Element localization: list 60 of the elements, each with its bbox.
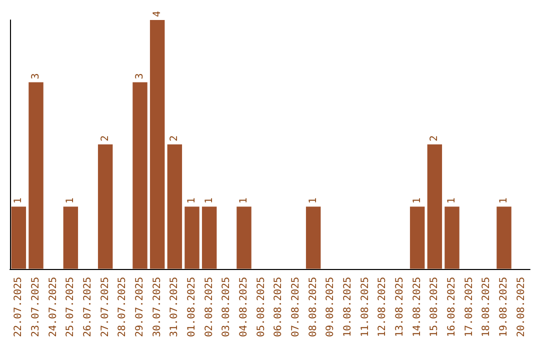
x-tick-label: 09.08.2025 (325, 276, 336, 338)
x-tick-label: 05.08.2025 (256, 276, 267, 338)
bar (410, 206, 425, 269)
x-tick-label: 08.08.2025 (308, 276, 319, 338)
x-tick-label: 29.07.2025 (134, 276, 146, 338)
bar (28, 82, 44, 269)
data-label: 2 (169, 135, 180, 142)
data-label: 1 (238, 198, 250, 204)
x-tick-label: 03.08.2025 (221, 276, 232, 338)
bar (427, 144, 442, 269)
data-label: 1 (65, 198, 76, 204)
x-tick-label: 15.08.2025 (429, 276, 440, 338)
data-label: 2 (429, 135, 440, 142)
x-tick-label: 01.08.2025 (186, 276, 198, 338)
bar (11, 206, 26, 269)
x-tick-label: 02.08.2025 (204, 276, 215, 338)
bar (444, 206, 460, 269)
x-tick-label: 30.07.2025 (152, 276, 163, 338)
x-tick-label: 26.07.2025 (82, 276, 94, 338)
x-tick-label: 22.07.2025 (13, 276, 24, 338)
x-tick-label: 17.08.2025 (464, 276, 475, 338)
bar (184, 206, 200, 269)
data-label: 3 (134, 73, 146, 80)
x-tick-label: 13.08.2025 (394, 276, 406, 338)
x-tick-label: 23.07.2025 (30, 276, 42, 338)
data-label: 1 (186, 198, 198, 204)
x-tick-label: 18.08.2025 (481, 276, 492, 338)
bar (63, 206, 78, 269)
x-tick-label: 10.08.2025 (342, 276, 354, 338)
x-tick-label: 24.07.2025 (48, 276, 59, 338)
data-label: 1 (204, 198, 215, 204)
data-label: 1 (446, 198, 458, 204)
bar (496, 206, 512, 269)
x-tick-label: 11.08.2025 (360, 276, 371, 338)
x-tick-label: 16.08.2025 (446, 276, 458, 338)
x-tick-label: 25.07.2025 (65, 276, 76, 338)
x-tick-label: 06.08.2025 (273, 276, 284, 338)
bar (150, 20, 165, 269)
data-label: 1 (13, 198, 24, 204)
bar (98, 144, 113, 269)
x-tick-label: 12.08.2025 (377, 276, 388, 338)
bar (202, 206, 217, 269)
x-tick-label: 19.08.2025 (498, 276, 510, 338)
x-tick-label: 28.07.2025 (117, 276, 128, 338)
data-label: 2 (100, 135, 111, 142)
data-label: 1 (498, 198, 510, 204)
bar (167, 144, 182, 269)
x-tick-label: 14.08.2025 (412, 276, 423, 338)
data-label: 1 (308, 198, 319, 204)
bar (236, 206, 252, 269)
x-tick-label: 27.07.2025 (100, 276, 111, 338)
data-label: 4 (152, 10, 163, 17)
x-tick-label: 31.07.2025 (169, 276, 180, 338)
bar (132, 82, 148, 269)
data-label: 1 (412, 198, 423, 204)
bar (306, 206, 321, 269)
x-tick-label: 20.08.2025 (516, 276, 527, 338)
data-label: 3 (30, 73, 42, 80)
x-tick-label: 07.08.2025 (290, 276, 302, 338)
x-tick-label: 04.08.2025 (238, 276, 250, 338)
